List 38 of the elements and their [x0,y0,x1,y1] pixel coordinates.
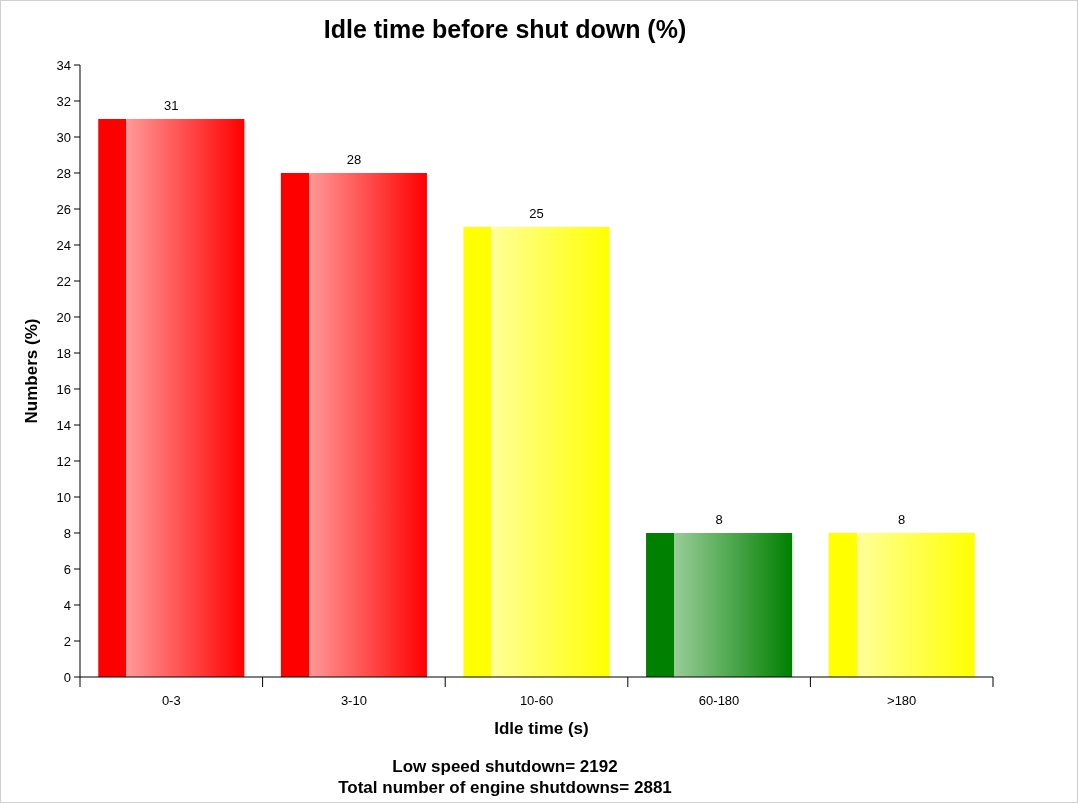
x-tick-label: 10-60 [519,693,554,708]
x-tick-label: 0-3 [161,693,181,708]
y-tick-label: 22 [56,273,71,289]
y-tick-label: 20 [56,309,71,325]
y-tick-label: 2 [63,633,71,649]
y-tick-label: 14 [56,417,71,433]
y-tick-label: 0 [63,669,71,685]
text: Total number of engine shutdowns= 2881 [338,778,672,797]
bar [828,533,975,677]
y-tick-label: 24 [56,237,71,253]
bar [280,173,427,677]
data-label: 8 [715,512,723,527]
x-tick-label: >180 [887,693,917,708]
y-tick-label: 30 [56,129,71,145]
bar [98,119,245,677]
y-tick-label: 6 [63,561,71,577]
y-tick-label: 16 [56,381,71,397]
y-tick-label: 28 [56,165,71,181]
x-tick-label: 60-180 [698,693,740,708]
bar [646,533,793,677]
y-tick-label: 32 [56,93,71,109]
x-tick-label: 3-10 [340,693,367,708]
y-tick-label: 34 [56,57,71,73]
y-tick-label: 18 [56,345,71,361]
y-tick-label: 4 [63,597,71,613]
bar [463,227,610,677]
y-tick-label: 12 [56,453,71,469]
chart-title: Idle time before shut down (%) [323,15,687,43]
y-axis-title: Numbers (%) [22,318,41,424]
y-tick-label: 8 [63,525,71,541]
data-label: 25 [529,206,544,221]
data-label: 31 [164,98,179,113]
y-tick-label: 26 [56,201,71,217]
text: Low speed shutdown= 2192 [392,757,618,776]
x-axis-title: Idle time (s) [494,719,589,738]
data-label: 8 [898,512,906,527]
data-label: 28 [346,152,362,167]
y-tick-label: 10 [56,489,71,505]
